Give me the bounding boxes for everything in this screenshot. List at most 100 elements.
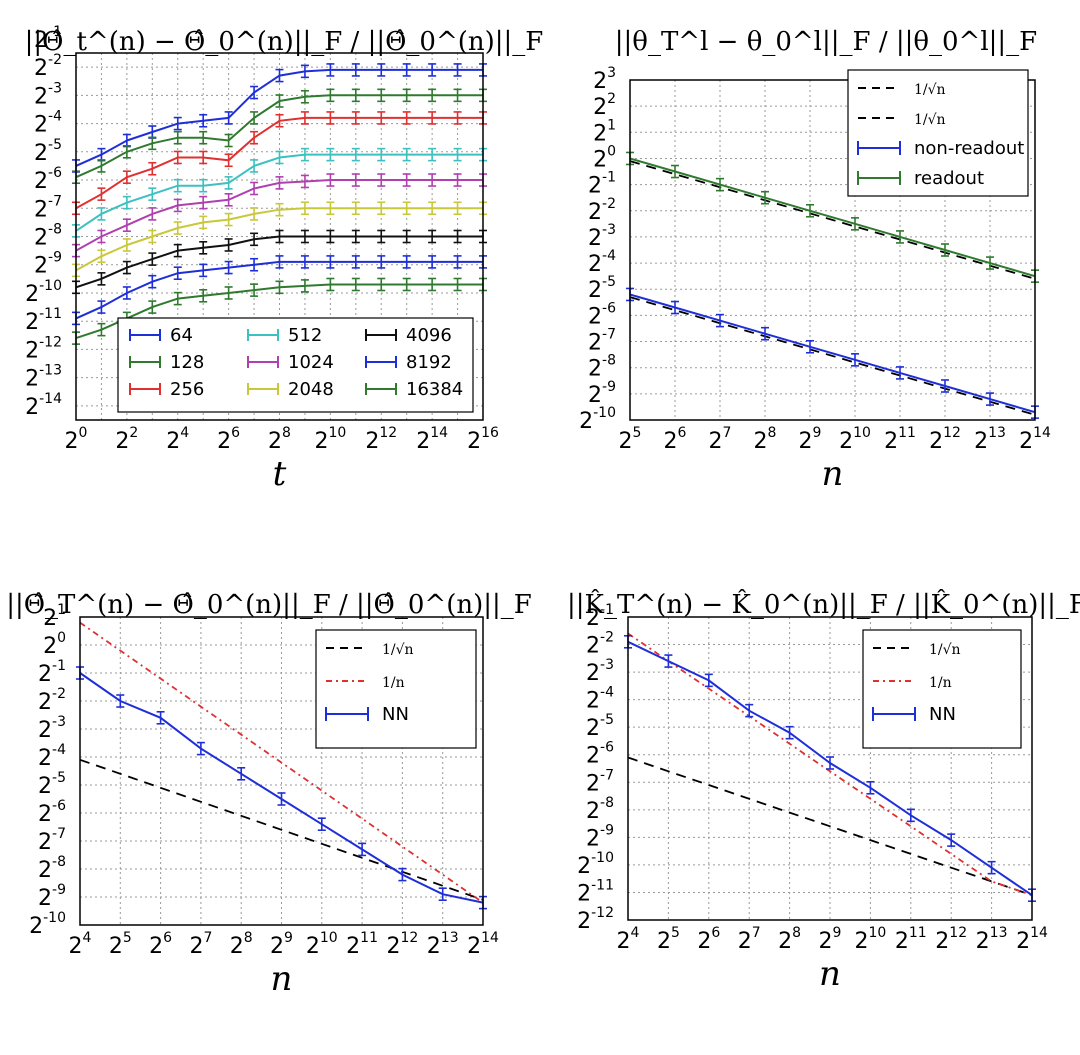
y-tick-label: 2-2 [34,52,62,81]
legend-box [315,629,477,749]
x-tick-label: 28 [754,425,777,454]
x-tick-label: 28 [268,425,291,454]
y-tick-label: 2-11 [577,877,614,906]
y-tick-label: 2-1 [588,170,616,199]
y-tick-label: 2-3 [586,657,614,686]
x-tick-label: 210 [839,425,871,454]
chart-title: ||Θ̂_T^(n) − Θ̂_0^(n)||_F / ||Θ̂_0^(n)||… [6,590,532,620]
legend-label: 2048 [288,379,334,400]
y-tick-label: 2-9 [586,822,614,851]
x-tick-label: 210 [306,930,338,959]
y-tick-label: 2-10 [579,405,616,434]
plot-frame [79,616,484,926]
y-tick-label: 2-12 [577,905,614,934]
x-tick-label: 214 [1019,425,1051,454]
y-tick-label: 2-1 [38,658,66,687]
x-tick-label: 24 [166,425,189,454]
chart-panel-4: 24 25 26 27 28 29 210 211 212 213 2142-12-22-32-42… [567,589,1080,994]
legend-box [862,629,1022,749]
y-tick-label: 2-8 [588,353,616,382]
y-tick-label: 2-10 [577,850,614,879]
x-tick-label: 22 [115,425,138,454]
x-tick-label: 213 [976,925,1008,954]
y-tick-label: 2-14 [25,391,62,420]
chart-panel-3: 24 25 26 27 28 29 210 211 212 213 214 21202-12-22-3… [6,590,532,999]
legend-label: 4096 [406,325,452,346]
chart-title: ||K̂_T^(n) − K̂_0^(n)||_F / ||K̂_0^(n)||… [567,589,1080,620]
y-tick-label: 20 [43,630,66,659]
y-tick-label: 20 [593,143,616,172]
series-line [629,296,1036,416]
y-tick-label: 2-7 [34,193,62,222]
x-tick-label: 25 [657,925,680,954]
x-tick-label: 214 [416,425,448,454]
legend-label: non-readout [914,138,1024,159]
y-tick-label: 2-8 [38,854,66,883]
legend-label: readout [914,168,984,189]
legend-label: 1/√n [382,642,414,658]
y-tick-label: 2-3 [34,80,62,109]
series-line [629,157,1036,278]
y-tick-label: 2-3 [588,222,616,251]
x-axis-label: n [822,454,844,494]
series-line [79,758,484,901]
y-tick-label: 22 [593,91,616,120]
x-tick-label: 213 [427,930,459,959]
x-tick-label: 24 [69,930,92,959]
x-tick-label: 25 [109,930,132,959]
x-tick-label: 29 [270,930,293,959]
y-tick-label: 2-4 [586,685,614,714]
y-tick-label: 2-9 [38,882,66,911]
legend-label: 1/√n [929,642,961,658]
y-tick-label: 21 [593,117,616,146]
x-tick-label: 27 [738,925,761,954]
x-tick-label: 210 [314,425,346,454]
x-tick-label: 24 [617,925,640,954]
y-tick-label: 2-5 [38,770,66,799]
y-tick-label: 2-9 [34,250,62,279]
x-tick-label: 26 [664,425,687,454]
x-tick-label: 26 [217,425,240,454]
y-tick-label: 2-6 [586,740,614,769]
legend-box [847,69,1029,197]
legend-label: 1/n [382,675,405,691]
legend-label: 128 [170,352,204,373]
legend-label: 256 [170,379,204,400]
y-tick-label: 2-7 [38,826,66,855]
x-tick-label: 214 [467,930,499,959]
x-tick-label: 25 [619,425,642,454]
plot-frame [629,79,1036,421]
y-tick-label: 2-5 [588,274,616,303]
legend-label: 1/n [929,675,952,691]
plot-frame [75,52,484,421]
y-tick-label: 2-4 [34,109,62,138]
x-axis-label: t [273,454,287,494]
y-tick-label: 2-13 [25,363,62,392]
y-tick-label: 2-7 [588,327,616,356]
legend-label: NN [382,704,409,725]
legend-label: 16384 [406,379,463,400]
series-line [79,621,484,904]
legend-label: 64 [170,325,193,346]
legend-box [117,317,474,413]
legend-label: NN [929,704,956,725]
x-tick-label: 211 [895,925,927,954]
x-axis-label: n [271,959,293,999]
x-tick-label: 210 [854,925,886,954]
y-tick-label: 2-4 [38,742,66,771]
y-tick-label: 2-2 [588,196,616,225]
chart-title: ||θ_T^l − θ_0^l||_F / ||θ_0^l||_F [615,27,1037,57]
x-tick-label: 212 [365,425,397,454]
y-tick-label: 2-10 [29,910,66,939]
legend-label: 1/√n [914,112,946,128]
x-tick-label: 28 [230,930,253,959]
x-tick-label: 27 [709,425,732,454]
series-line [627,632,1033,897]
y-tick-label: 2-6 [34,165,62,194]
x-tick-label: 211 [884,425,916,454]
x-tick-label: 211 [346,930,378,959]
y-tick-label: 2-2 [586,630,614,659]
chart-title: ||Θ̂_t^(n) − Θ̂_0^(n)||_F / ||Θ̂_0^(n)||… [25,27,544,57]
y-tick-label: 2-1 [586,602,614,631]
y-tick-label: 23 [593,65,616,94]
